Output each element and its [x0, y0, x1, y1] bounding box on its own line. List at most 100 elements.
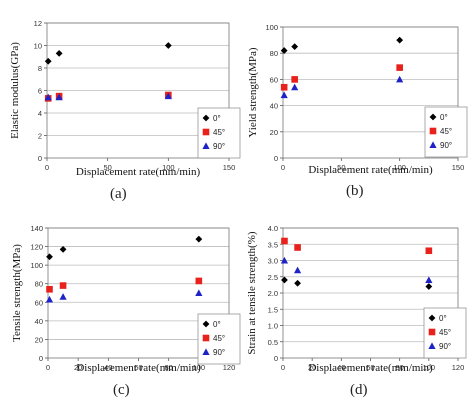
- legend-marker: [429, 127, 437, 135]
- data-point-90deg: [164, 92, 172, 100]
- legend-label: 0°: [439, 314, 447, 323]
- data-point-0deg: [44, 57, 52, 65]
- legend-label: 0°: [213, 114, 221, 123]
- data-point-90deg: [55, 93, 63, 101]
- y-tick-label: 140: [30, 224, 43, 233]
- data-point-0deg: [425, 283, 433, 290]
- legend-label: 45°: [213, 128, 225, 137]
- y-tick-label: 80: [35, 280, 43, 289]
- plot-area: [46, 22, 230, 159]
- x-tick-label: 50: [103, 163, 111, 172]
- x-tick-label: 0: [281, 363, 285, 372]
- x-tick-label: 150: [223, 163, 236, 172]
- x-tick-label: 100: [193, 363, 206, 372]
- x-tick-label: 20: [308, 363, 316, 372]
- x-tick-label: 20: [74, 363, 82, 372]
- x-axis-label: Displacement rate(mm/min): [308, 164, 433, 176]
- legend-label: 90°: [213, 142, 225, 151]
- data-point-0deg: [55, 49, 63, 57]
- data-point-45deg: [195, 277, 203, 285]
- y-tick-label: 2.5: [268, 273, 278, 282]
- legend-marker: [429, 113, 437, 121]
- data-point-0deg: [195, 235, 203, 243]
- y-tick-label: 0: [39, 354, 43, 363]
- y-tick-label: 120: [30, 243, 43, 252]
- y-tick-label: 10: [34, 42, 42, 51]
- data-point-90deg: [59, 293, 67, 300]
- y-tick-label: 40: [270, 102, 278, 111]
- y-tick-label: 60: [270, 75, 278, 84]
- legend-marker: [202, 142, 210, 149]
- panel-label-a: (a): [110, 186, 127, 202]
- legend-marker: [202, 114, 210, 122]
- data-point-45deg: [425, 247, 433, 255]
- chart-panel-b: 0 20 40 60 80 100 0 50 100 150 Displacement rate(m…: [247, 23, 468, 176]
- data-point-90deg: [195, 289, 203, 296]
- data-point-0deg: [396, 36, 404, 44]
- data-point-90deg: [425, 276, 433, 283]
- legend-marker: [428, 314, 436, 322]
- plot-area: [282, 227, 459, 359]
- legend-label: 45°: [213, 334, 225, 343]
- legend-label: 0°: [440, 113, 448, 122]
- x-tick-label: 100: [393, 163, 406, 172]
- x-tick-label: 40: [104, 363, 112, 372]
- x-tick-label: 60: [134, 363, 142, 372]
- data-point-0deg: [294, 279, 301, 287]
- y-tick-label: 0: [38, 154, 42, 163]
- y-tick-label: 60: [35, 298, 43, 307]
- x-tick-label: 40: [337, 363, 345, 372]
- y-tick-label: 12: [34, 19, 42, 28]
- y-tick-label: 4.0: [268, 224, 278, 233]
- data-point-45deg: [46, 285, 53, 293]
- y-tick-label: 20: [270, 128, 278, 137]
- x-axis-label: Displacement rate(mm/min): [76, 166, 201, 178]
- data-point-90deg: [45, 295, 54, 303]
- y-axis-label: Strain at tensile strength(%): [246, 231, 258, 354]
- legend-label: 90°: [213, 348, 225, 357]
- data-point-45deg: [281, 237, 288, 245]
- legend-label: 90°: [440, 141, 452, 150]
- y-tick-label: 20: [35, 335, 43, 344]
- y-tick-label: 2: [38, 132, 42, 141]
- plot-area: [47, 227, 230, 359]
- x-tick-label: 0: [281, 163, 285, 172]
- y-tick-label: 3.5: [268, 240, 278, 249]
- data-point-90deg: [291, 83, 299, 91]
- y-tick-label: 1.5: [268, 305, 278, 314]
- x-tick-label: 150: [452, 163, 465, 172]
- legend-label: 45°: [440, 127, 452, 136]
- chart-panel-a: 0 2 4 6 8 10 12 0 50 100 150 Displacement rate(mm/m…: [9, 19, 241, 178]
- legend-label: 90°: [439, 342, 451, 351]
- y-tick-label: 1.0: [268, 322, 278, 331]
- data-point-0deg: [280, 47, 288, 54]
- panel-label-d: (d): [350, 382, 368, 398]
- x-tick-label: 80: [395, 363, 403, 372]
- y-tick-label: 100: [265, 23, 278, 32]
- y-tick-label: 0.5: [268, 338, 278, 347]
- x-tick-label: 50: [337, 163, 345, 172]
- x-axis-label: Displacement rate(mm/min): [76, 362, 201, 374]
- data-point-90deg: [44, 93, 52, 101]
- x-tick-label: 100: [423, 363, 436, 372]
- legend-marker: [428, 342, 436, 349]
- data-point-0deg: [164, 42, 172, 49]
- data-point-0deg: [59, 245, 67, 253]
- chart-panel-d: 0 0.5 1.0 1.5 2.0 2.5 3.0 3.5 4.0 0 20 40 60 80 100 120…: [246, 224, 467, 374]
- data-point-45deg: [291, 76, 298, 83]
- y-tick-label: 0: [274, 354, 278, 363]
- y-tick-label: 6: [38, 87, 42, 96]
- data-point-45deg: [280, 83, 288, 91]
- y-axis-label: Yield strength(MPa): [247, 47, 259, 137]
- legend-marker: [202, 334, 210, 342]
- data-point-90deg: [293, 266, 302, 274]
- data-point-0deg: [46, 253, 53, 261]
- x-tick-label: 80: [164, 363, 172, 372]
- y-axis-label: Tensile strength(MPa): [11, 244, 23, 342]
- legend-marker: [202, 320, 210, 328]
- x-tick-label: 120: [452, 363, 465, 372]
- y-tick-label: 2.0: [268, 289, 278, 298]
- legend-marker: [429, 141, 437, 148]
- data-point-90deg: [396, 75, 404, 83]
